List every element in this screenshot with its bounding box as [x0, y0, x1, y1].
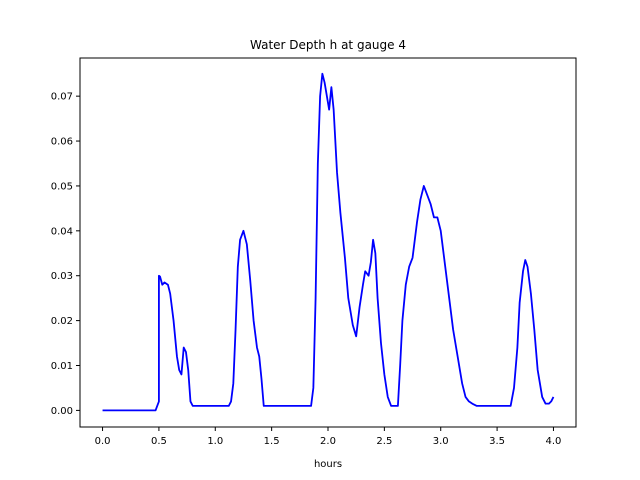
y-tick-label: 0.06 — [51, 137, 73, 148]
y-tick-label: 0.05 — [51, 181, 73, 192]
y-tick-label: 0.03 — [51, 271, 73, 282]
x-tick-label: 0.5 — [151, 436, 167, 447]
y-tick-label: 0.01 — [51, 361, 73, 372]
x-tick-label: 2.0 — [320, 436, 336, 447]
y-tick-label: 0.04 — [51, 226, 73, 237]
plot-frame — [79, 57, 577, 428]
chart-title: Water Depth h at gauge 4 — [250, 38, 406, 52]
series-line — [102, 72, 555, 412]
x-tick-label: 0.0 — [95, 436, 111, 447]
x-axis-title: hours — [314, 459, 342, 470]
x-axis: 0.0 0.5 1.0 1.5 2.0 2.5 3.0 3.5 4.0 — [95, 427, 562, 447]
y-tick-label: 0.07 — [51, 92, 73, 103]
y-tick-label: 0.02 — [51, 316, 73, 327]
x-tick-label: 2.5 — [376, 436, 392, 447]
x-tick-label: 4.0 — [546, 436, 562, 447]
x-tick-label: 1.0 — [207, 436, 223, 447]
x-tick-label: 1.5 — [264, 436, 280, 447]
x-tick-label: 3.0 — [433, 436, 449, 447]
y-axis: 0.00 0.01 0.02 0.03 0.04 0.05 0.06 0.07 — [51, 92, 80, 417]
x-tick-label: 3.5 — [489, 436, 505, 447]
y-tick-label: 0.00 — [51, 406, 73, 417]
